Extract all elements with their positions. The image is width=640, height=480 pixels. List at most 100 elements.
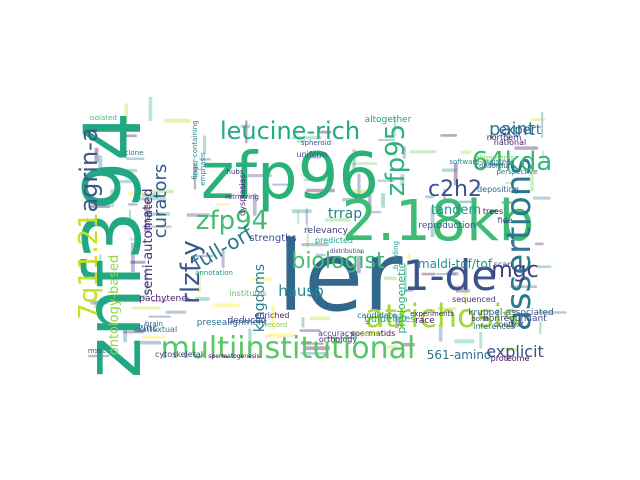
cloud-filler-word — [133, 340, 162, 345]
cloud-filler-word — [400, 174, 405, 186]
cloud-word-spheroid: spheroid — [301, 139, 331, 147]
cloud-word-pachytene: pachytene — [139, 294, 187, 304]
cloud-filler-word — [300, 352, 328, 355]
cloud-word-ontology-based: ontology-based — [107, 255, 122, 355]
cloud-word-retrieving: retrieving — [225, 193, 259, 201]
cloud-filler-word — [402, 342, 415, 347]
cloud-filler-word — [405, 289, 414, 292]
cloud-filler-word — [124, 103, 129, 124]
cloud-filler-word — [443, 188, 446, 203]
cloud-word-phylogenetic: phylogenetic — [395, 262, 408, 333]
cloud-word-perspective: perspective — [496, 168, 537, 176]
cloud-filler-word — [315, 253, 326, 257]
cloud-filler-word — [514, 146, 539, 150]
cloud-word-predicted: predicted — [315, 236, 353, 245]
cloud-filler-word — [501, 201, 516, 204]
cloud-filler-word — [306, 188, 335, 193]
cloud-filler-word — [94, 147, 99, 163]
cloud-word-national: national — [494, 138, 526, 147]
cloud-filler-word — [305, 346, 330, 351]
cloud-word-64kda: 64kda — [472, 147, 553, 177]
cloud-word-inferences: inferences — [473, 322, 515, 331]
cloud-filler-word — [474, 161, 491, 164]
cloud-word-versatile: versatile — [265, 332, 295, 340]
cloud-filler-word — [132, 306, 161, 310]
cloud-filler-word — [539, 321, 542, 335]
cloud-word-atrichosis: atrichosis — [365, 297, 519, 335]
cloud-filler-word — [138, 197, 149, 201]
cloud-filler-word — [459, 200, 476, 204]
cloud-filler-word — [221, 247, 225, 268]
cloud-filler-word — [530, 164, 534, 192]
cloud-filler-word — [145, 267, 148, 295]
cloud-filler-word — [377, 179, 396, 182]
cloud-filler-word — [460, 150, 471, 155]
cloud-word-cytoskeletal: cytoskeletal — [155, 350, 203, 359]
cloud-word-ler: ler — [277, 221, 403, 333]
cloud-word-spermatids: spermatids — [351, 329, 396, 338]
cloud-word-kingdoms: kingdoms — [252, 264, 268, 332]
cloud-filler-word — [98, 155, 103, 170]
cloud-filler-word — [371, 211, 382, 214]
cloud-filler-word — [146, 196, 166, 201]
cloud-filler-word — [342, 198, 354, 202]
cloud-filler-word — [507, 126, 510, 144]
cloud-word-finger-containing: finger-containing — [191, 120, 199, 179]
cloud-filler-word — [87, 354, 110, 358]
cloud-filler-word — [164, 118, 191, 123]
cloud-word-znf394: znf394 — [69, 112, 159, 379]
cloud-word-context: context — [494, 320, 524, 329]
cloud-word-relevancy: relevancy — [304, 226, 349, 236]
cloud-filler-word — [272, 183, 294, 186]
cloud-word-pipeline: pipeline — [354, 330, 382, 338]
cloud-word-mscc: mscc — [88, 347, 106, 355]
cloud-word-561-amino: 561-amino — [427, 348, 492, 362]
cloud-word-guidelines: guidelines — [364, 314, 415, 325]
cloud-filler-word — [326, 337, 356, 339]
cloud-word-agrin-a: agrin-a — [75, 127, 103, 212]
cloud-word-isolated: isolated — [89, 114, 117, 122]
cloud-word-spermatogenesis: spermatogenesis — [208, 353, 259, 360]
cloud-filler-word — [300, 173, 314, 177]
cloud-filler-word — [357, 255, 361, 274]
cloud-word-record: record — [265, 321, 287, 329]
cloud-filler-word — [352, 149, 356, 171]
cloud-filler-word — [301, 342, 324, 345]
cloud-word-clone: clone — [125, 149, 144, 157]
cloud-filler-word — [110, 189, 115, 208]
cloud-filler-word — [129, 237, 138, 241]
cloud-word-c2h2: c2h2 — [428, 177, 482, 202]
cloud-word-building: building — [392, 241, 400, 269]
cloud-filler-word — [240, 124, 250, 129]
cloud-filler-word — [133, 329, 147, 333]
cloud-filler-word — [247, 174, 272, 178]
cloud-filler-word — [90, 301, 108, 305]
cloud-filler-word — [142, 225, 172, 228]
cloud-filler-word — [301, 243, 329, 247]
cloud-filler-word — [148, 315, 172, 318]
cloud-filler-word — [451, 285, 464, 290]
cloud-word-proteome: proteome — [491, 354, 530, 363]
cloud-word-contextual: contextual — [135, 325, 177, 334]
cloud-filler-word — [384, 276, 397, 281]
cloud-word-bona: bona — [471, 315, 488, 323]
cloud-word-7q11-21: 7q11.21 — [74, 212, 104, 319]
cloud-word-multiinstitutional: multiinstitutional — [161, 331, 416, 366]
cloud-word-nonredundant: nonredundant — [483, 314, 547, 324]
cloud-filler-word — [291, 209, 312, 214]
cloud-filler-word — [151, 299, 168, 302]
cloud-word-tandem: tandem — [431, 203, 481, 218]
cloud-filler-word — [348, 189, 375, 193]
cloud-word-zinc: zinc — [138, 323, 158, 334]
cloud-filler-word — [124, 134, 137, 138]
cloud-word-paint: paint — [489, 119, 535, 140]
cloud-filler-word — [438, 323, 443, 342]
cloud-filler-word — [127, 191, 145, 196]
cloud-word-consortium: consortium — [475, 162, 515, 170]
cloud-filler-word — [193, 164, 197, 190]
cloud-filler-word — [444, 237, 459, 241]
cloud-filler-word — [453, 162, 458, 186]
cloud-word-scan: scan — [494, 260, 513, 269]
cloud-filler-word — [86, 217, 89, 236]
